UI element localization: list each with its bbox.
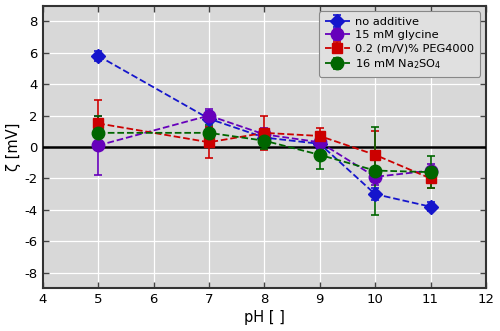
Y-axis label: ζ [mV]: ζ [mV] [6, 123, 20, 171]
Legend: no additive, 15 mM glycine, 0.2 (m/V)% PEG4000, 16 mM Na$_2$SO$_4$: no additive, 15 mM glycine, 0.2 (m/V)% P… [319, 11, 480, 77]
X-axis label: pH [ ]: pH [ ] [244, 310, 285, 325]
